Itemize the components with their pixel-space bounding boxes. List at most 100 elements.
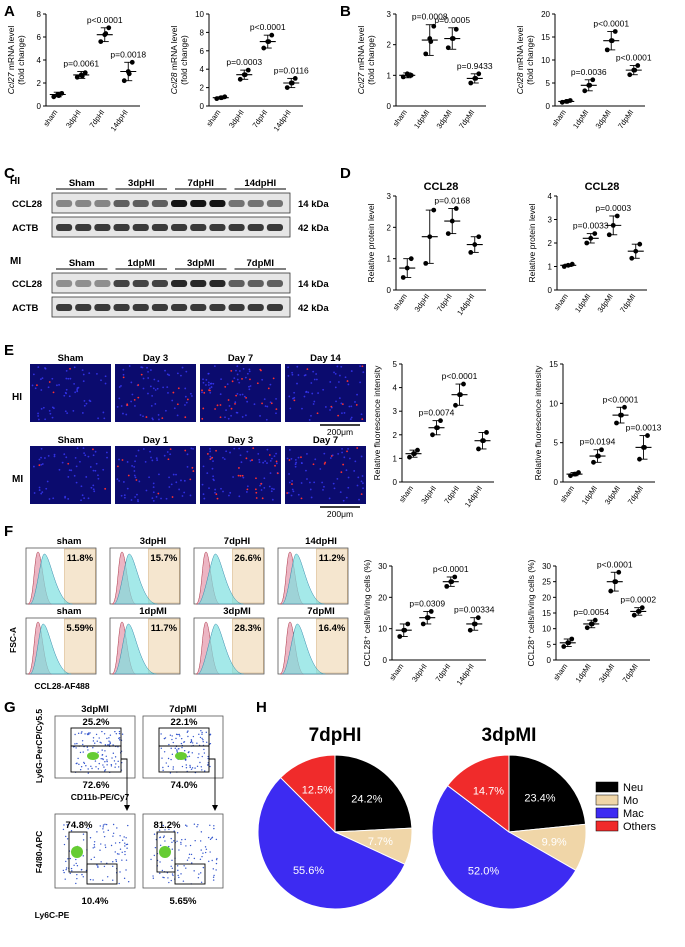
- dapi-nucleus: [80, 499, 82, 502]
- event-dot: [177, 733, 179, 736]
- micrograph-image: [30, 364, 111, 422]
- dapi-nucleus: [246, 372, 249, 375]
- panel-letter-h: H: [256, 699, 267, 716]
- event-dot: [177, 874, 179, 877]
- micrograph-row-label: HI: [12, 392, 22, 403]
- event-dot: [207, 836, 210, 839]
- data-point: [612, 29, 618, 34]
- y-axis-label: Relative protein level: [527, 203, 537, 282]
- event-dot: [171, 873, 174, 875]
- ccl28-signal: [209, 458, 212, 460]
- ccl28-signal: [104, 487, 107, 490]
- data-point: [559, 99, 565, 105]
- data-point: [430, 432, 435, 438]
- data-point: [473, 76, 479, 81]
- y-tick-label: 2: [37, 79, 42, 88]
- ccl28-signal: [171, 496, 174, 498]
- event-dot: [64, 878, 66, 880]
- event-dot: [118, 737, 120, 740]
- event-dot: [99, 825, 101, 827]
- event-dot: [78, 763, 80, 766]
- dapi-nucleus: [225, 409, 227, 412]
- y-tick-label: 1: [387, 71, 392, 80]
- data-point: [568, 473, 573, 479]
- x-tick-label: 3dpMI: [603, 484, 622, 506]
- x-tick-label: sham: [391, 292, 409, 312]
- event-dot: [118, 853, 120, 855]
- blot-band: [209, 224, 226, 231]
- gating-arrow: [121, 758, 128, 808]
- dapi-nucleus: [354, 460, 357, 463]
- event-dot: [75, 858, 77, 861]
- chart-f-flow-hi: 0 10 20 30 CCL28⁺ cells/living cells (%) sham…: [362, 559, 495, 687]
- x-tick-label: 7dpHI: [442, 484, 461, 506]
- flow-percent-label: 11.8%: [67, 553, 94, 564]
- p-value-label: p<0.0001: [597, 559, 633, 569]
- x-tick-label: 1dpMI: [571, 108, 590, 130]
- data-point: [79, 73, 85, 79]
- data-point: [467, 627, 473, 633]
- event-dot: [202, 866, 205, 869]
- event-dot: [86, 733, 89, 735]
- ccl28-histogram: [113, 553, 158, 605]
- panel-letter-g: G: [4, 699, 16, 716]
- ccl28-signal: [234, 402, 236, 405]
- pie-value-label: 12.5%: [302, 784, 333, 796]
- dapi-nucleus: [341, 447, 343, 450]
- x-tick-label: sham: [41, 108, 59, 128]
- event-dot: [199, 840, 202, 842]
- p-value-label: p=0.0003: [226, 57, 262, 67]
- event-dot: [100, 861, 102, 863]
- data-point: [637, 241, 643, 247]
- dapi-nucleus: [65, 369, 68, 372]
- dapi-nucleus: [307, 391, 310, 394]
- dapi-nucleus: [150, 404, 153, 407]
- event-dot: [108, 740, 110, 742]
- ccl28-signal: [169, 448, 172, 451]
- event-dot: [102, 828, 104, 830]
- y-axis-label-line2: (fold change): [525, 35, 535, 85]
- event-dot: [110, 844, 113, 847]
- ccl28-signal: [312, 463, 315, 466]
- event-dot: [171, 859, 173, 862]
- event-dot: [190, 768, 193, 770]
- event-dot: [104, 769, 107, 771]
- blot-group-label: 7dpHI: [188, 178, 214, 189]
- data-point: [407, 454, 412, 460]
- dapi-nucleus: [154, 403, 157, 405]
- dapi-nucleus: [156, 387, 159, 390]
- dapi-nucleus: [333, 487, 336, 490]
- ccl28-signal: [219, 404, 222, 406]
- dapi-nucleus: [246, 485, 249, 488]
- dapi-nucleus: [248, 370, 251, 373]
- dapi-nucleus: [297, 456, 300, 459]
- gating-top-y-label: Ly6G-PerCP/Cy5.5: [34, 709, 44, 784]
- event-dot: [63, 843, 66, 846]
- dapi-nucleus: [53, 453, 56, 456]
- dapi-nucleus: [189, 392, 192, 395]
- ccl28-signal: [224, 385, 227, 388]
- dapi-nucleus: [154, 389, 157, 391]
- y-axis-label: Relative protein level: [366, 203, 376, 282]
- y-axis-label-text: mRNA level: [515, 26, 525, 73]
- event-dot: [115, 860, 118, 863]
- dapi-nucleus: [212, 460, 214, 463]
- gate-percent-upper: 74.8%: [66, 820, 93, 831]
- ccl28-signal: [126, 403, 129, 406]
- gating-column-label: 7dpMI: [169, 704, 196, 715]
- event-dot: [191, 742, 194, 744]
- dapi-nucleus: [291, 373, 294, 376]
- event-dot: [161, 757, 163, 759]
- dapi-nucleus: [85, 476, 88, 478]
- blot-band: [56, 224, 73, 231]
- dapi-nucleus: [168, 374, 171, 377]
- dapi-nucleus: [229, 451, 231, 454]
- event-dot: [173, 840, 175, 842]
- event-dot: [90, 858, 92, 861]
- event-dot: [204, 846, 207, 848]
- event-dot: [201, 755, 203, 758]
- chart-e-fluorescence-mi: 0 5 10 15 Relative fluorescence intensity sha…: [533, 360, 662, 506]
- ccl28-signal: [215, 493, 218, 496]
- event-dot: [90, 765, 92, 768]
- event-dot: [181, 765, 184, 768]
